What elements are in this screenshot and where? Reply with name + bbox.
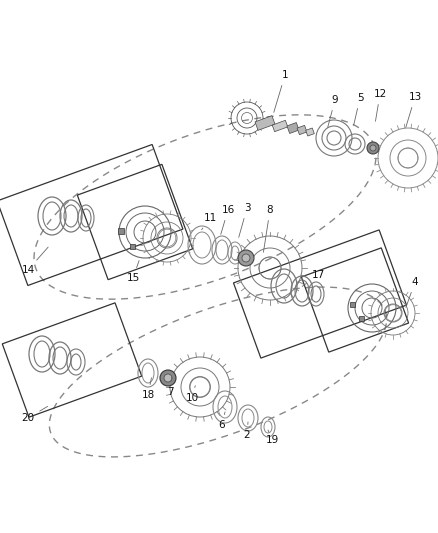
Bar xyxy=(350,302,355,307)
Text: 13: 13 xyxy=(406,92,422,127)
Text: 12: 12 xyxy=(373,89,387,122)
Bar xyxy=(118,228,124,234)
Text: 10: 10 xyxy=(185,386,198,403)
Polygon shape xyxy=(297,125,307,135)
Text: 15: 15 xyxy=(127,261,140,283)
Text: 7: 7 xyxy=(167,376,173,397)
Text: 14: 14 xyxy=(21,247,48,275)
Text: 18: 18 xyxy=(141,378,155,400)
Polygon shape xyxy=(272,120,288,132)
Circle shape xyxy=(238,250,254,266)
Text: 1: 1 xyxy=(274,70,288,112)
Polygon shape xyxy=(306,128,314,136)
Polygon shape xyxy=(287,123,299,133)
Circle shape xyxy=(367,142,379,154)
Polygon shape xyxy=(255,116,275,130)
Bar xyxy=(359,316,364,321)
Circle shape xyxy=(242,254,250,262)
Text: 6: 6 xyxy=(219,412,225,430)
Text: 2: 2 xyxy=(244,422,250,440)
Circle shape xyxy=(160,370,176,386)
Text: 8: 8 xyxy=(263,205,273,252)
Text: 19: 19 xyxy=(265,430,279,445)
Text: 17: 17 xyxy=(302,270,325,286)
Text: 20: 20 xyxy=(21,406,48,423)
Text: 11: 11 xyxy=(201,213,217,230)
Circle shape xyxy=(164,374,172,382)
Bar xyxy=(130,244,135,249)
Text: 16: 16 xyxy=(221,205,235,235)
Text: 5: 5 xyxy=(353,93,363,125)
Text: 9: 9 xyxy=(328,95,338,127)
Circle shape xyxy=(370,145,376,151)
Text: 4: 4 xyxy=(406,277,418,308)
Text: 3: 3 xyxy=(239,203,250,237)
